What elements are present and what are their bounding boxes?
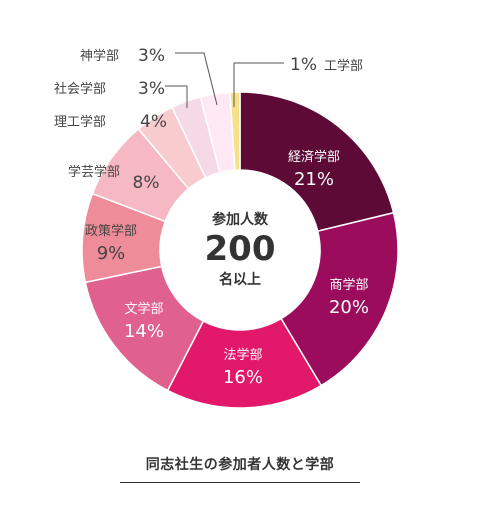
slice-2 xyxy=(280,211,399,387)
slice-label-name-2: 商学部 xyxy=(329,277,368,293)
slice-label-name-8: 社会学部 xyxy=(54,81,106,97)
center-bottom-text: 名以上 xyxy=(219,271,261,288)
slice-label-name-9: 神学部 xyxy=(80,48,119,64)
slice-label-value-3: 16% xyxy=(223,367,263,388)
slice-3 xyxy=(166,317,323,409)
center-number: 200 xyxy=(205,229,276,269)
slice-10 xyxy=(229,91,241,171)
caption-underline xyxy=(120,482,360,483)
slice-label-value-10: 1% xyxy=(290,55,317,75)
leader-line-9 xyxy=(175,52,218,106)
slice-label-value-8: 3% xyxy=(138,79,165,99)
slice-label-name-1: 経済学部 xyxy=(288,149,340,165)
slice-label-value-9: 3% xyxy=(138,46,165,66)
leader-line-8 xyxy=(165,85,188,108)
leader-line-10 xyxy=(233,62,284,107)
slice-label-value-6: 8% xyxy=(133,173,160,193)
slice-label-value-7: 4% xyxy=(140,112,167,132)
center-top-text: 参加人数 xyxy=(212,211,269,228)
slice-label-name-7: 理工学部 xyxy=(54,114,106,130)
slice-label-value-1: 21% xyxy=(294,169,334,190)
center-label: 参加人数 200 名以上 xyxy=(205,211,276,288)
slice-label-name-3: 法学部 xyxy=(223,347,262,363)
slice-label-value-2: 20% xyxy=(329,297,369,318)
slice-label-value-5: 9% xyxy=(97,243,126,264)
slice-label-name-4: 文学部 xyxy=(124,301,163,317)
slice-1 xyxy=(239,91,395,233)
slice-label-name-10: 工学部 xyxy=(324,58,363,74)
slice-label-value-4: 14% xyxy=(124,321,164,342)
chart-caption: 同志社生の参加者人数と学部 xyxy=(145,457,335,473)
slice-label-name-5: 政策学部 xyxy=(85,223,137,239)
slice-label-name-6: 学芸学部 xyxy=(68,164,120,180)
